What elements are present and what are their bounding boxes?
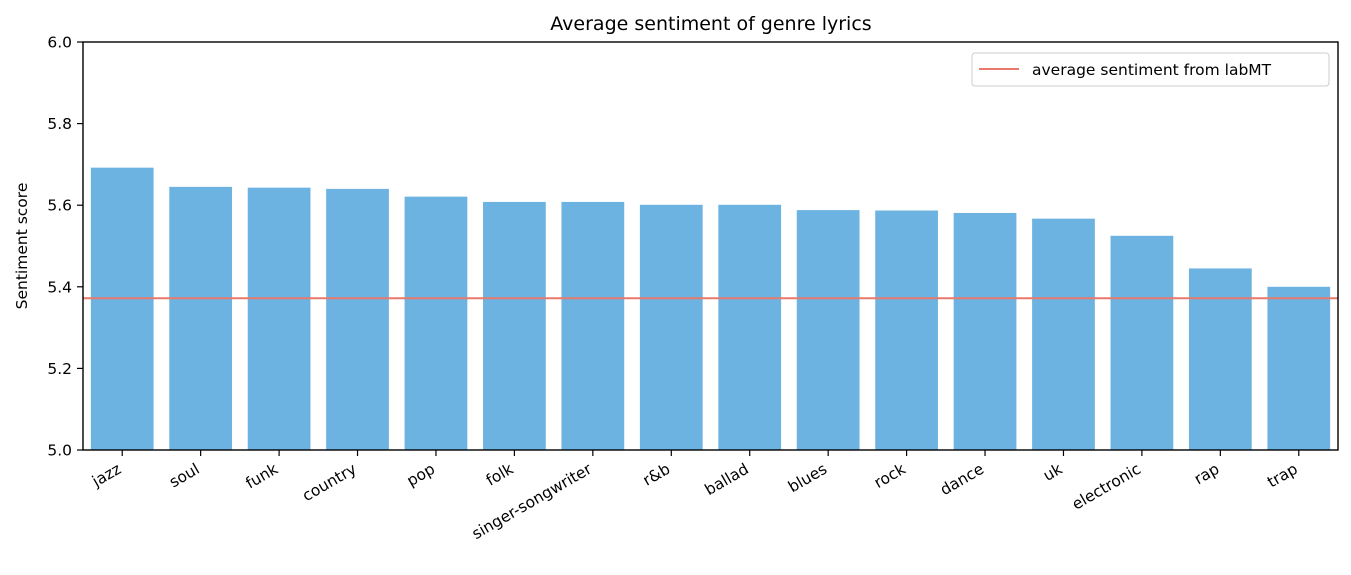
x-tick-label: jazz bbox=[88, 460, 124, 491]
bar-blues bbox=[796, 210, 860, 450]
x-tick-label: folk bbox=[483, 460, 516, 490]
x-tick-label: electronic bbox=[1069, 460, 1144, 514]
x-tick-label: pop bbox=[404, 460, 438, 490]
y-tick-label: 6.0 bbox=[47, 34, 72, 52]
x-tick-label: funk bbox=[243, 460, 282, 493]
bar-jazz bbox=[90, 167, 154, 450]
bar-pop bbox=[404, 196, 468, 450]
y-tick-label: 5.6 bbox=[47, 197, 72, 215]
bar-dance bbox=[953, 212, 1017, 450]
x-axis: jazz soul funk country pop folksinger-songwri… bbox=[88, 450, 1301, 543]
bars-group bbox=[90, 167, 1331, 450]
bar-soul bbox=[169, 186, 233, 450]
bar-singer-songwriter bbox=[561, 201, 625, 450]
legend-box bbox=[971, 52, 1330, 87]
legend: average sentiment from labMT bbox=[971, 52, 1330, 87]
bar-rap bbox=[1188, 268, 1252, 450]
bar-uk bbox=[1032, 218, 1095, 450]
x-tick-label: soul bbox=[166, 460, 202, 491]
x-tick-label: ballad bbox=[702, 460, 752, 499]
x-tick-label: blues bbox=[785, 460, 830, 496]
bar-country bbox=[326, 188, 389, 450]
bar-funk bbox=[247, 187, 311, 450]
x-tick-label: dance bbox=[937, 460, 987, 499]
bar-electronic bbox=[1110, 235, 1174, 450]
bar-folk bbox=[483, 201, 546, 450]
x-tick-label: uk bbox=[1040, 460, 1065, 485]
y-tick-label: 5.0 bbox=[47, 442, 72, 460]
y-tick-label: 5.4 bbox=[47, 278, 72, 296]
x-tick-label: trap bbox=[1264, 460, 1301, 491]
legend-label: average sentiment from labMT bbox=[1032, 61, 1272, 79]
bar-r-b bbox=[639, 204, 703, 450]
x-tick-label: country bbox=[299, 460, 359, 505]
x-tick-label: rock bbox=[871, 460, 909, 492]
chart-title: Average sentiment of genre lyrics bbox=[550, 13, 871, 35]
y-axis: 5.0 5.2 5.4 5.6 5.8 6.0 bbox=[47, 34, 83, 460]
bar-trap bbox=[1267, 286, 1331, 450]
x-tick-label: r&b bbox=[640, 460, 674, 490]
plot-frame bbox=[82, 41, 1339, 451]
bar-ballad bbox=[718, 204, 782, 450]
x-tick-label: rap bbox=[1191, 460, 1222, 488]
y-axis-title: Sentiment score bbox=[13, 183, 31, 310]
bar-rock bbox=[875, 210, 938, 450]
y-tick-label: 5.2 bbox=[47, 360, 72, 378]
y-tick-label: 5.8 bbox=[47, 115, 72, 133]
